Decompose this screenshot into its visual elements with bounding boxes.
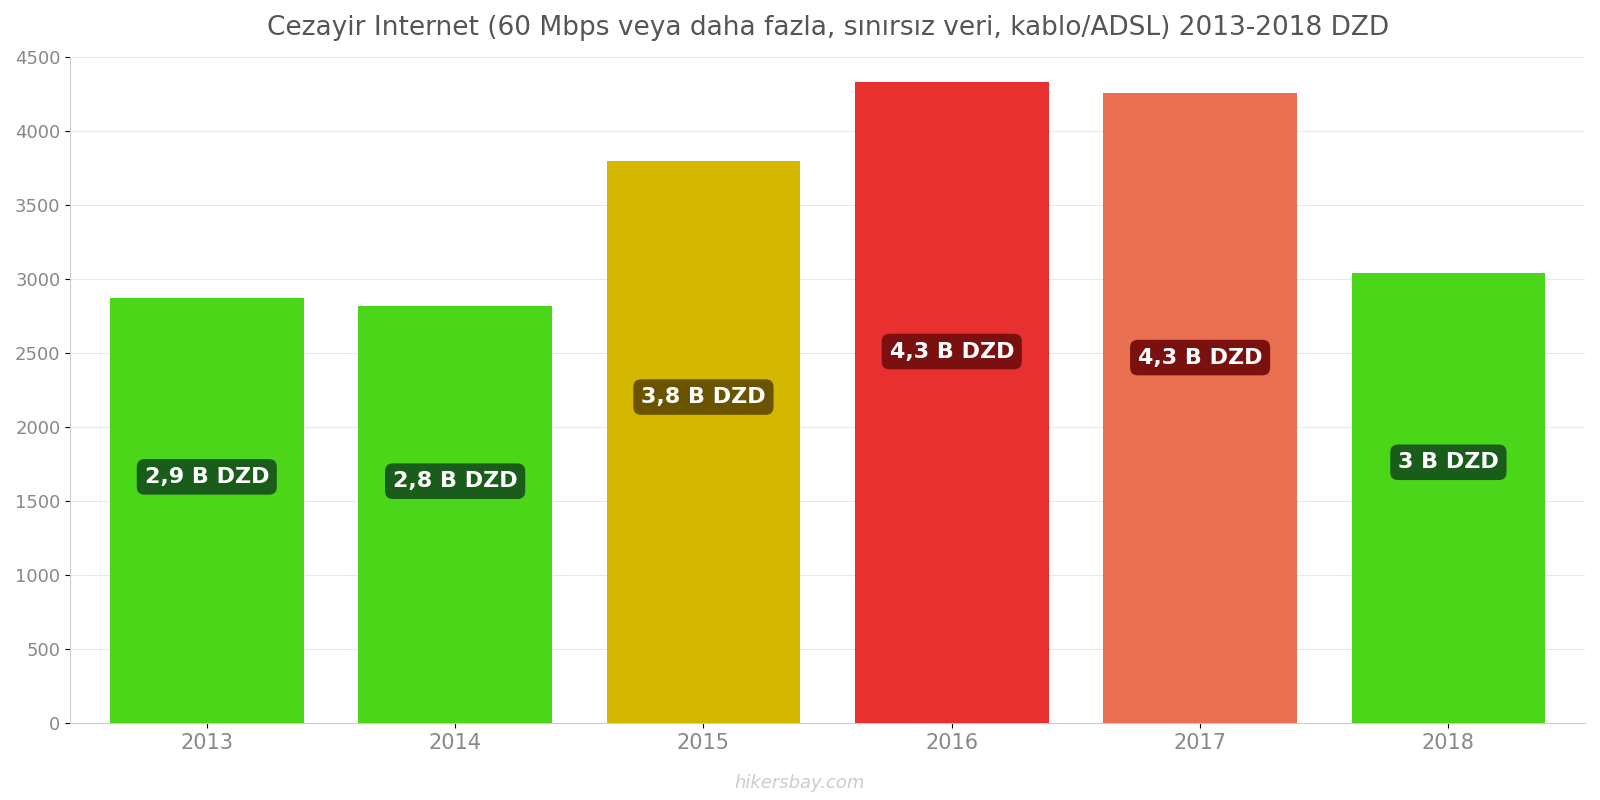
- Bar: [1104, 93, 1298, 723]
- Text: 2,8 B DZD: 2,8 B DZD: [394, 471, 517, 491]
- Bar: [1352, 274, 1546, 723]
- Bar: [110, 298, 304, 723]
- Text: 4,3 B DZD: 4,3 B DZD: [890, 342, 1014, 362]
- Bar: [854, 82, 1048, 723]
- Text: 2,9 B DZD: 2,9 B DZD: [144, 467, 269, 487]
- Title: Cezayir Internet (60 Mbps veya daha fazla, sınırsız veri, kablo/ADSL) 2013-2018 : Cezayir Internet (60 Mbps veya daha fazl…: [267, 15, 1389, 41]
- Text: 4,3 B DZD: 4,3 B DZD: [1138, 347, 1262, 367]
- Bar: [358, 306, 552, 723]
- Bar: [606, 161, 800, 723]
- Text: 3,8 B DZD: 3,8 B DZD: [642, 387, 766, 407]
- Text: 3 B DZD: 3 B DZD: [1398, 452, 1499, 472]
- Text: hikersbay.com: hikersbay.com: [734, 774, 866, 792]
